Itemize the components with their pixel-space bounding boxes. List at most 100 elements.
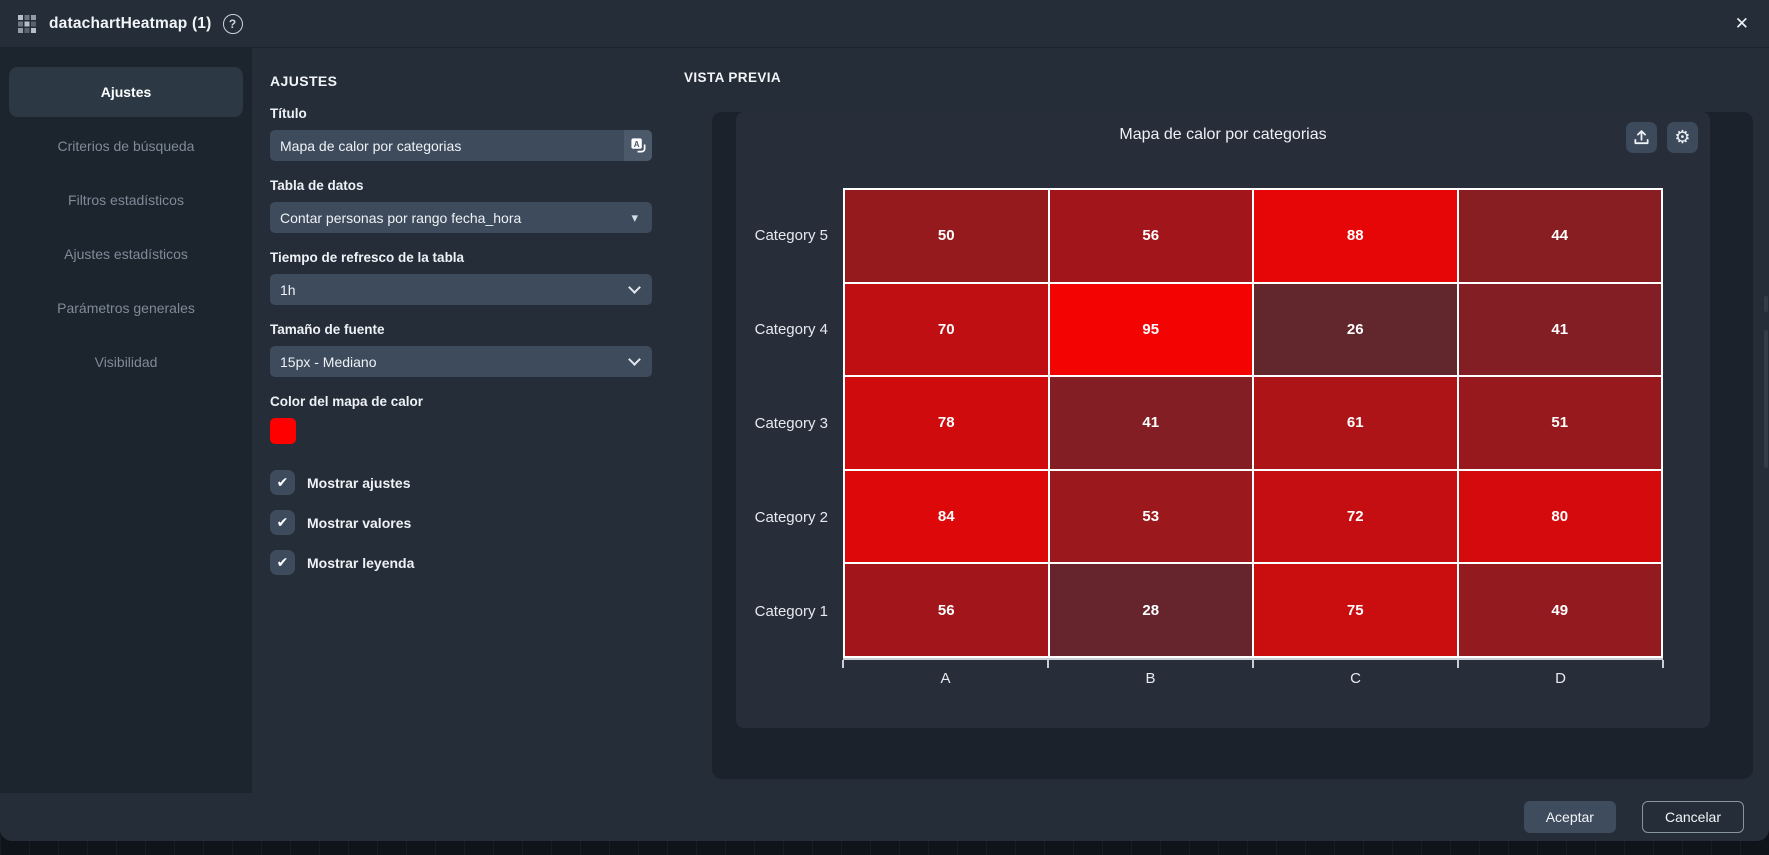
chevron-down-icon (628, 352, 641, 366)
heatmap-row-label: Category 2 (754, 508, 828, 526)
heatmap-column-label: D (1555, 670, 1566, 687)
axis-tick (1662, 660, 1664, 668)
checkbox-label: Mostrar valores (307, 514, 412, 531)
heatmap-cell: 88 (1254, 190, 1457, 282)
chart-title: Mapa de calor por categorias (1119, 126, 1327, 143)
heatmap-cell: 61 (1254, 377, 1457, 469)
heatmap-column-label: B (1145, 670, 1156, 687)
checkmark-icon: ✔ (276, 474, 289, 490)
upload-icon (1634, 130, 1649, 145)
heatmap-row-label: Category 1 (754, 602, 828, 620)
checkbox-box[interactable]: ✔ (270, 550, 295, 575)
checkmark-icon: ✔ (276, 554, 289, 570)
heatmap-plot: 50 56 88 44 70 95 26 41 78 41 61 51 84 53 72 80 56 28 75 49… (842, 188, 1664, 687)
chart-panel: Mapa de calor por categorias ⚙ (736, 112, 1710, 728)
heatmap-cell: 84 (845, 470, 1048, 563)
heatmap-cell: 41 (1458, 283, 1661, 376)
title-input[interactable]: Mapa de calor por categorias A (270, 130, 652, 161)
font-size-select[interactable]: 15px - Mediano (270, 346, 652, 377)
heatmap-cell: 28 (1049, 564, 1252, 656)
preview-container: Mapa de calor por categorias ⚙ (712, 112, 1753, 779)
chevron-down-icon (628, 280, 641, 294)
checkbox-label: Mostrar leyenda (307, 554, 415, 571)
help-icon[interactable]: ? (222, 13, 243, 34)
heatmap-grid: 50 56 88 44 70 95 26 41 78 41 61 51 84 53 72 80 56 28 75 49 (843, 188, 1663, 658)
heatmap-cell: 95 (1049, 283, 1252, 376)
dialog-title: datachartHeatmap (1) (49, 14, 212, 32)
checkbox-box[interactable]: ✔ (270, 510, 295, 535)
heatmap-cell: 41 (1049, 377, 1252, 469)
heatmap-color-label: Color del mapa de calor (270, 394, 424, 409)
heatmap-cell: 56 (1049, 190, 1252, 282)
heatmap-cell: 51 (1458, 377, 1661, 469)
checkbox-mostrar-ajustes[interactable]: ✔ Mostrar ajustes (270, 470, 653, 495)
chart-settings-button[interactable]: ⚙ (1667, 122, 1698, 153)
preview-heading: VISTA PREVIA (684, 70, 782, 85)
heatmap-column-label: C (1350, 670, 1361, 687)
heatmap-cell: 72 (1254, 470, 1457, 563)
visibility-checkboxes: ✔ Mostrar ajustes ✔ Mostrar valores ✔ Mostrar… (270, 470, 653, 575)
dialog-titlebar: datachartHeatmap (1) ? ✕ (0, 0, 1769, 48)
refresh-time-label: Tiempo de refresco de la tabla (270, 250, 465, 265)
accept-button[interactable]: Aceptar (1523, 801, 1616, 833)
axis-tick (1047, 660, 1049, 668)
heatmap-cell: 78 (845, 377, 1048, 469)
translate-icon: A (630, 138, 645, 153)
sidebar-item-parametros-generales[interactable]: Parámetros generales (57, 300, 195, 316)
export-button[interactable] (1626, 122, 1657, 153)
heatmap-cell: 49 (1458, 564, 1661, 656)
heatmap-cell: 44 (1458, 190, 1661, 282)
widget-grid-icon (18, 14, 36, 33)
refresh-time-select[interactable]: 1h (270, 274, 652, 305)
sidebar-item-filtros-estadisticos[interactable]: Filtros estadísticos (68, 192, 184, 208)
scrollbar-thumb[interactable] (1764, 296, 1768, 312)
sidebar-item-visibilidad[interactable]: Visibilidad (94, 354, 158, 370)
heatmap-color-swatch[interactable] (270, 418, 296, 444)
cancel-button[interactable]: Cancelar (1641, 801, 1744, 833)
heatmap-row-label: Category 3 (754, 414, 828, 432)
heatmap-y-labels: Category 5 Category 4 Category 3 Category 2… (736, 188, 843, 658)
axis-tick (842, 660, 844, 668)
heatmap-x-axis (842, 658, 1664, 668)
preview-section: VISTA PREVIA Mapa de calor por categoria… (665, 48, 1769, 793)
dialog-body: Ajustes Criterios de búsqueda Filtros esta… (0, 48, 1769, 793)
heatmap-x-labels: A B C D (843, 670, 1663, 687)
form-section-heading: AJUSTES (270, 73, 338, 89)
axis-tick (1457, 660, 1459, 668)
dialog-footer: Aceptar Cancelar (0, 793, 1769, 841)
title-input-value: Mapa de calor por categorias (280, 137, 462, 154)
svg-text:A: A (633, 140, 639, 149)
sidebar-item-criterios-de-busqueda[interactable]: Criterios de búsqueda (57, 138, 195, 154)
heatmap-row-label: Category 5 (754, 226, 828, 244)
checkmark-icon: ✔ (276, 514, 289, 530)
chart-actions: ⚙ (1626, 122, 1698, 153)
heatmap-row-label: Category 4 (754, 320, 828, 338)
font-size-label: Tamaño de fuente (270, 322, 385, 337)
gear-icon: ⚙ (1674, 126, 1691, 148)
heatmap-cell: 26 (1254, 283, 1457, 376)
translate-button[interactable]: A (624, 130, 652, 161)
chevron-down-icon: ▾ (631, 209, 638, 225)
sidebar-item-ajustes-estadisticos[interactable]: Ajustes estadísticos (64, 246, 188, 262)
scrollbar-thumb[interactable] (1764, 330, 1768, 468)
checkbox-label: Mostrar ajustes (307, 474, 411, 491)
heatmap-cell: 53 (1049, 470, 1252, 563)
heatmap-cell: 70 (845, 283, 1048, 376)
checkbox-mostrar-leyenda[interactable]: ✔ Mostrar leyenda (270, 550, 653, 575)
title-field-label: Título (270, 106, 307, 121)
settings-form: AJUSTES Título Mapa de calor por categor… (252, 48, 665, 793)
axis-tick (1252, 660, 1254, 668)
checkbox-box[interactable]: ✔ (270, 470, 295, 495)
heatmap: Category 5 Category 4 Category 3 Category 2… (736, 188, 1710, 687)
heatmap-cell: 75 (1254, 564, 1457, 656)
heatmap-column-label: A (940, 670, 951, 687)
checkbox-mostrar-valores[interactable]: ✔ Mostrar valores (270, 510, 653, 535)
sidebar-item-ajustes[interactable]: Ajustes (9, 67, 243, 117)
heatmap-cell: 56 (845, 564, 1048, 656)
data-table-label: Tabla de datos (270, 178, 364, 193)
heatmap-cell: 50 (845, 190, 1048, 282)
heatmap-cell: 80 (1458, 470, 1661, 563)
data-table-select[interactable]: Contar personas por rango fecha_hora ▾ (270, 202, 652, 233)
close-icon[interactable]: ✕ (1734, 14, 1749, 33)
